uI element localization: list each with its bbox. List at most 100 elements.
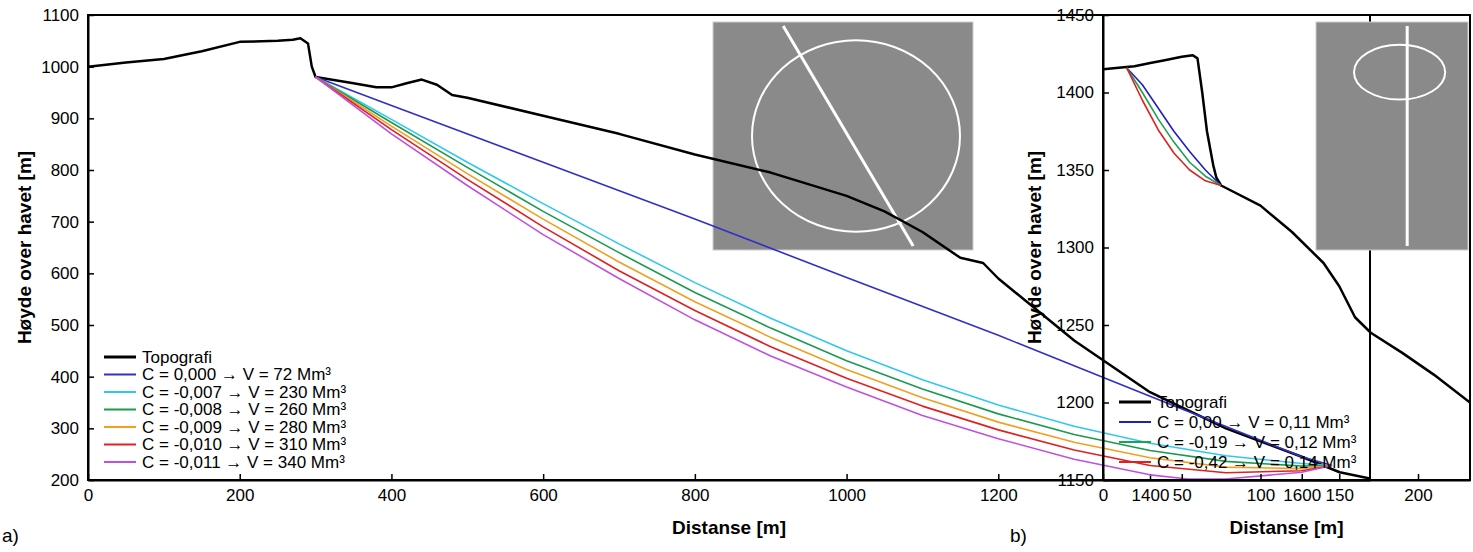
y-tick-label: 1450 bbox=[1056, 6, 1094, 25]
x-tick: 100 bbox=[1247, 474, 1275, 505]
x-tick-label: 200 bbox=[226, 486, 254, 505]
x-tick: 1000 bbox=[828, 474, 866, 505]
y-tick-label: 1100 bbox=[42, 6, 79, 25]
series-lines bbox=[88, 38, 1370, 479]
legend-swatch bbox=[1119, 461, 1151, 463]
y-tick-label: 700 bbox=[51, 213, 79, 232]
y-tick: 1200 bbox=[1056, 393, 1109, 412]
x-tick-label: 800 bbox=[681, 486, 709, 505]
inset-image bbox=[713, 22, 973, 250]
inset-outline bbox=[1354, 45, 1445, 100]
legend-label: C = -0,011 → V = 340 Mm³ bbox=[142, 453, 345, 472]
x-tick: 1400 bbox=[1132, 474, 1170, 505]
x-tick-label: 1200 bbox=[980, 486, 1018, 505]
x-tick: 800 bbox=[681, 474, 709, 505]
legend-swatch bbox=[104, 374, 136, 376]
legend: TopografiC = 0,00 → V = 0,11 Mm³C = -0,1… bbox=[1119, 393, 1357, 472]
legend-swatch bbox=[104, 391, 136, 393]
y-tick-label: 1250 bbox=[1056, 316, 1094, 335]
legend-item: C = -0,008 → V = 260 Mm³ bbox=[104, 400, 346, 419]
y-tick: 1400 bbox=[1056, 83, 1109, 102]
legend-label: C = -0,009 → V = 280 Mm³ bbox=[142, 418, 346, 437]
inset-map bbox=[1316, 22, 1468, 250]
y-tick-label: 1150 bbox=[1057, 471, 1094, 490]
series-line bbox=[316, 77, 1332, 469]
plot-frame bbox=[1103, 15, 1470, 480]
x-tick-label: 1000 bbox=[828, 486, 866, 505]
y-tick: 1300 bbox=[1056, 238, 1109, 257]
y-tick: 1450 bbox=[1056, 6, 1109, 25]
x-axis-title: Distanse [m] bbox=[1229, 517, 1343, 538]
series-lines bbox=[1103, 55, 1470, 402]
y-tick-label: 400 bbox=[51, 368, 79, 387]
legend-label: C = 0,000 → V = 72 Mm³ bbox=[142, 365, 331, 384]
y-tick-label: 300 bbox=[51, 419, 79, 438]
legend-label: Topografi bbox=[142, 348, 212, 367]
x-tick: 1200 bbox=[980, 474, 1018, 505]
legend-label: C = -0,007 → V = 230 Mm³ bbox=[142, 383, 346, 402]
y-tick-label: 1350 bbox=[1056, 161, 1094, 180]
legend-swatch bbox=[104, 426, 136, 428]
legend-item: C = -0,010 → V = 310 Mm³ bbox=[104, 435, 346, 454]
legend-label: C = -0,010 → V = 310 Mm³ bbox=[142, 435, 346, 454]
x-tick: 1600 bbox=[1283, 474, 1321, 505]
legend-item: Topografi bbox=[104, 348, 212, 367]
x-tick-label: 600 bbox=[529, 486, 557, 505]
inset-profile-line bbox=[783, 26, 913, 246]
legend: TopografiC = 0,000 → V = 72 Mm³C = -0,00… bbox=[104, 348, 346, 472]
x-tick: 600 bbox=[529, 474, 557, 505]
y-tick: 1250 bbox=[1056, 316, 1109, 335]
legend-item: C = 0,000 → V = 72 Mm³ bbox=[104, 365, 331, 384]
x-tick: 400 bbox=[378, 474, 406, 505]
legend-label: C = 0,00 → V = 0,11 Mm³ bbox=[1157, 413, 1350, 432]
y-tick-label: 1200 bbox=[1056, 393, 1094, 412]
panel-label: a) bbox=[2, 525, 19, 546]
x-tick-label: 0 bbox=[1099, 486, 1108, 505]
x-tick-label: 400 bbox=[378, 486, 406, 505]
y-axis-title: Høyde over havet [m] bbox=[1024, 151, 1045, 344]
series-line bbox=[316, 77, 1332, 466]
x-tick: 200 bbox=[1404, 474, 1432, 505]
inset-image bbox=[1316, 22, 1468, 250]
x-axis: 0 50 100 150 200 bbox=[1099, 474, 1471, 505]
y-tick-label: 500 bbox=[51, 316, 79, 335]
panel: 0 50 100 150 200 1150 1200 1250 1300 1350 1400 1450… bbox=[1010, 6, 1471, 546]
x-tick-label: 150 bbox=[1326, 486, 1354, 505]
panel: 0 200 400 600 800 1000 1200 1400 1600 200 300 400 50… bbox=[2, 6, 1371, 546]
y-tick-label: 1300 bbox=[1056, 238, 1094, 257]
legend-label: C = -0,19 → V = 0,12 Mm³ bbox=[1157, 433, 1357, 452]
legend-item: C = -0,42 → V = 0,14 Mm³ bbox=[1119, 453, 1357, 472]
series-line bbox=[1127, 68, 1222, 186]
topography-line bbox=[1103, 55, 1470, 402]
x-tick-label: 50 bbox=[1173, 486, 1192, 505]
y-axis: 1150 1200 1250 1300 1350 1400 1450 bbox=[1056, 6, 1109, 490]
x-tick: 50 bbox=[1173, 474, 1192, 505]
legend-label: Topografi bbox=[1157, 393, 1227, 412]
series-line bbox=[316, 77, 1332, 466]
plot-frame bbox=[88, 15, 1370, 480]
x-tick-label: 1400 bbox=[1132, 486, 1170, 505]
legend-item: Topografi bbox=[1119, 393, 1227, 412]
series-line bbox=[1127, 68, 1222, 186]
y-tick-label: 1000 bbox=[41, 58, 79, 77]
legend-swatch bbox=[104, 356, 136, 359]
x-tick-label: 200 bbox=[1404, 486, 1432, 505]
inset-map bbox=[713, 22, 973, 250]
series-line bbox=[1127, 68, 1222, 186]
x-tick-label: 100 bbox=[1247, 486, 1275, 505]
chart-svg: 0 200 400 600 800 1000 1200 1400 1600 200 300 400 50… bbox=[0, 0, 1473, 552]
legend-swatch bbox=[104, 444, 136, 446]
x-tick: 150 bbox=[1326, 474, 1354, 505]
legend-swatch bbox=[104, 461, 136, 463]
legend-item: C = -0,011 → V = 340 Mm³ bbox=[104, 453, 345, 472]
y-tick-label: 200 bbox=[51, 471, 79, 490]
legend-label: C = -0,42 → V = 0,14 Mm³ bbox=[1157, 453, 1357, 472]
y-tick: 1000 bbox=[41, 58, 94, 77]
x-tick: 200 bbox=[226, 474, 254, 505]
y-tick-label: 800 bbox=[51, 161, 79, 180]
x-tick-label: 1600 bbox=[1283, 486, 1321, 505]
y-tick-label: 900 bbox=[51, 109, 79, 128]
y-tick: 1350 bbox=[1056, 161, 1109, 180]
inset-profile-line bbox=[1406, 26, 1409, 246]
legend-swatch bbox=[1119, 421, 1151, 423]
